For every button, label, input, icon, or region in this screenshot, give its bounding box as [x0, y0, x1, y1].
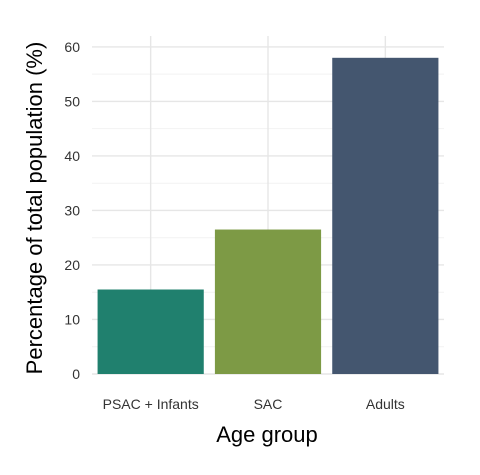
y-tick-label: 40: [64, 148, 80, 164]
x-tick-label: Adults: [366, 396, 405, 412]
x-axis-title: Age group: [216, 422, 318, 447]
y-tick-label: 60: [64, 39, 80, 55]
y-tick-label: 0: [72, 366, 80, 382]
x-tick-label: PSAC + Infants: [103, 396, 199, 412]
bar-adults: [332, 57, 439, 374]
y-tick-label: 10: [64, 311, 80, 327]
y-tick-label: 30: [64, 202, 80, 218]
y-tick-label: 20: [64, 257, 80, 273]
x-tick-label: SAC: [254, 396, 283, 412]
bar-sac: [214, 229, 322, 374]
bar-psac-infants: [97, 289, 204, 374]
bars: [97, 57, 439, 374]
x-tick-labels: PSAC + Infants SAC Adults: [103, 396, 405, 412]
y-tick-labels: 0 10 20 30 40 50 60: [64, 39, 80, 382]
y-tick-label: 50: [64, 93, 80, 109]
y-axis-title: Percentage of total population (%): [22, 42, 47, 375]
